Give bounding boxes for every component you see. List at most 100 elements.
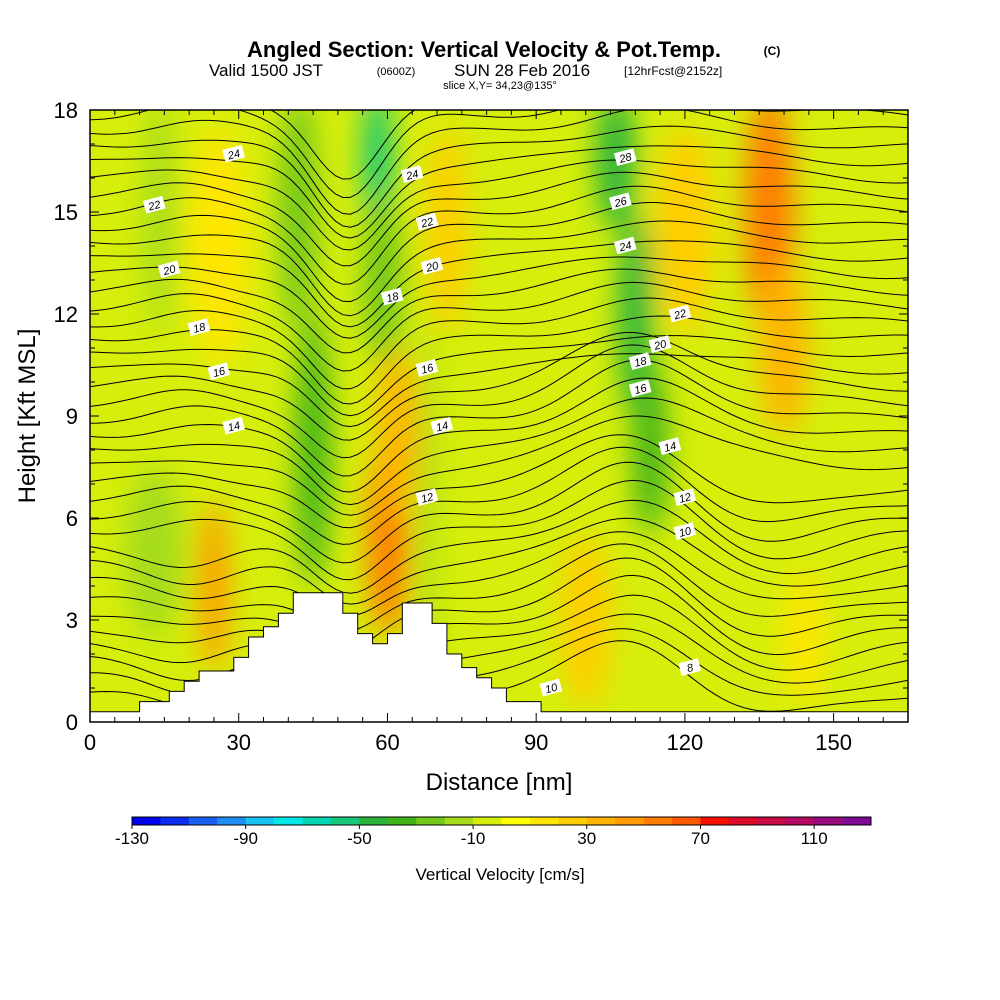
- colorbar-tick-label: -130: [115, 829, 149, 848]
- isentrope-line: [90, 594, 908, 683]
- isentrope-label: 12: [673, 488, 697, 506]
- colorbar-swatch: [444, 817, 474, 825]
- x-axis: 0 30 60 90 120 150: [84, 110, 909, 755]
- svg-text:26: 26: [612, 195, 629, 210]
- velocity-cell: [362, 195, 403, 365]
- x-tick-label: 0: [84, 730, 96, 755]
- svg-text:16: 16: [212, 365, 228, 380]
- isentrope-label: 18: [628, 352, 652, 370]
- colorbar-swatch: [586, 817, 616, 825]
- isentrope-line: [90, 434, 908, 529]
- svg-text:Valid 1500 JST: Valid 1500 JST: [209, 61, 323, 80]
- isentrope-labels: 2422201816142422201816141228262422201816…: [142, 144, 702, 697]
- isentrope-label: 20: [420, 257, 444, 275]
- plot-area: 2422201816142422201816141228262422201816…: [90, 110, 908, 722]
- colorbar-frame: [131, 816, 872, 826]
- x-tick-label: 90: [524, 730, 548, 755]
- isentrope-label: 20: [157, 260, 181, 278]
- isentrope-label: 18: [187, 318, 211, 336]
- velocity-cell: [278, 110, 319, 331]
- terrain-profile: [90, 592, 908, 722]
- svg-text:18: 18: [385, 290, 401, 305]
- isentrope-label: 14: [222, 416, 246, 435]
- isentrope-line: [90, 240, 908, 328]
- colorbar-tick-label: -90: [233, 829, 258, 848]
- svg-text:SUN 28 Feb 2016: SUN 28 Feb 2016: [454, 61, 590, 80]
- y-tick-label: 9: [66, 404, 78, 429]
- colorbar-tick-label: 110: [801, 829, 828, 848]
- colorbar-swatch: [245, 817, 275, 825]
- isentrope-line: [90, 479, 908, 581]
- isentrope-line: [90, 110, 908, 199]
- isentrope-label: 16: [628, 379, 652, 398]
- isentrope-label: 22: [668, 304, 692, 323]
- svg-text:(0600Z): (0600Z): [377, 66, 416, 78]
- colorbar-swatch: [160, 817, 190, 825]
- y-tick-label: 18: [54, 98, 78, 123]
- isentrope-line: [90, 517, 908, 605]
- colorbar: [131, 816, 872, 826]
- isentrope-label: 10: [539, 678, 563, 697]
- isentrope-line: [90, 446, 908, 545]
- colorbar-swatch: [274, 817, 303, 825]
- svg-text:[12hrFcst@2152z]: [12hrFcst@2152z]: [624, 64, 722, 78]
- velocity-cell: [759, 263, 809, 433]
- velocity-cell: [199, 501, 229, 671]
- isentrope-line: [90, 332, 908, 441]
- svg-text:10: 10: [544, 681, 560, 696]
- isentrope-line: [90, 297, 908, 390]
- isentrope-line: [90, 344, 908, 459]
- colorbar-swatch: [132, 817, 161, 825]
- colorbar-swatch: [387, 817, 417, 825]
- colorbar-swatch: [416, 817, 445, 825]
- isentrope-label: 28: [613, 148, 637, 166]
- svg-text:24: 24: [617, 240, 633, 255]
- isentrope-label: 14: [430, 416, 454, 435]
- isentrope-line: [90, 125, 908, 228]
- isentrope-line: [90, 543, 908, 632]
- svg-text:20: 20: [424, 260, 441, 275]
- isentrope-label: 20: [648, 335, 672, 353]
- colorbar-swatch: [473, 817, 502, 825]
- isentrope-line: [90, 202, 908, 303]
- x-tick-label: 120: [667, 730, 704, 755]
- valid-time-line: Valid 1500 JST (0600Z) SUN 28 Feb 2016 […: [209, 61, 722, 80]
- y-axis-label: Height [Kft MSL]: [14, 329, 41, 504]
- velocity-cell: [124, 467, 185, 637]
- isentrope-line: [90, 220, 908, 317]
- isentrope-label: 12: [415, 488, 439, 506]
- isentrope-label: 16: [415, 359, 439, 377]
- x-tick-label: 60: [375, 730, 399, 755]
- x-tick-label: 30: [226, 730, 250, 755]
- velocity-cell: [560, 535, 611, 705]
- colorbar-swatch: [842, 817, 872, 825]
- colorbar-swatch: [785, 817, 815, 825]
- velocity-cell: [784, 569, 824, 705]
- isentrope-line: [90, 557, 908, 651]
- isentrope-line: [90, 256, 908, 339]
- chart-title-unit: (C): [764, 44, 781, 58]
- velocity-cell: [655, 127, 715, 331]
- colorbar-swatch: [700, 817, 730, 825]
- svg-text:16: 16: [420, 362, 436, 377]
- isentrope-label: 10: [673, 522, 697, 540]
- colorbar-swatch: [558, 817, 588, 825]
- colorbar-swatch: [359, 817, 389, 825]
- y-tick-label: 6: [66, 506, 78, 531]
- x-tick-label: 150: [815, 730, 852, 755]
- colorbar-tick-label: -50: [347, 829, 372, 848]
- svg-text:10: 10: [678, 525, 694, 540]
- colorbar-swatch: [672, 817, 701, 825]
- y-tick-label: 15: [54, 200, 78, 225]
- colorbar-swatch: [217, 817, 246, 825]
- isentrope-line: [90, 359, 908, 477]
- svg-text:14: 14: [663, 440, 678, 455]
- slice-info: slice X,Y= 34,23@135°: [443, 80, 557, 92]
- isentrope-line: [90, 281, 908, 372]
- colorbar-swatch: [643, 817, 673, 825]
- svg-text:18: 18: [192, 321, 208, 336]
- svg-text:8: 8: [686, 662, 696, 675]
- isentrope-label: 18: [380, 287, 404, 306]
- colorbar-swatch: [814, 817, 843, 825]
